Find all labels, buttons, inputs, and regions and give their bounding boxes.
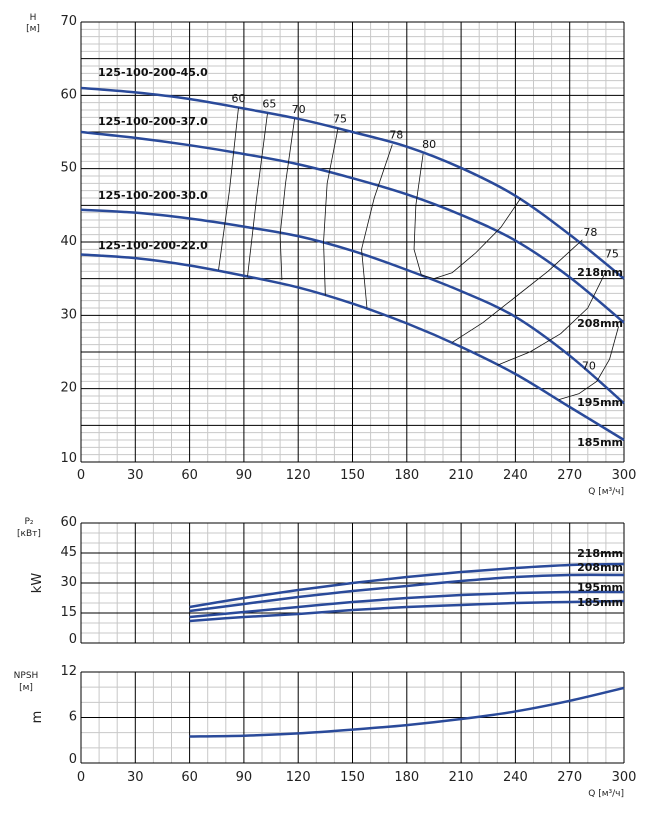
efficiency-label: 78 xyxy=(583,226,597,239)
chart-panel-p2-q: 0 15 30 45 60 xyxy=(60,515,625,647)
efficiency-isoline-70 xyxy=(279,118,295,281)
efficiency-isoline-60 xyxy=(218,107,239,270)
y-tick-label: 30 xyxy=(60,307,77,322)
impeller-diameter-label: 195mm xyxy=(577,396,623,409)
efficiency-isoline-75 xyxy=(497,271,607,366)
chart-panel-h-q: 10 20 30 40 50 60 70 xyxy=(60,14,625,466)
efficiency-label: 75 xyxy=(333,112,347,125)
x-tick-label: 60 xyxy=(181,468,198,483)
efficiency-label: 60 xyxy=(231,92,245,105)
efficiency-label: 80 xyxy=(422,138,436,151)
efficiency-label: 65 xyxy=(262,98,276,111)
y-axis-name-kw: kW xyxy=(30,573,45,594)
power-curve-label: 218mm xyxy=(577,547,623,560)
series-line-195mm xyxy=(189,590,625,619)
y-tick-label: 12 xyxy=(60,664,77,679)
x-tick-label: 120 xyxy=(286,770,311,785)
y-tick-label: 6 xyxy=(69,710,77,725)
x-tick-label: 300 xyxy=(612,468,637,483)
y-tick-label: 15 xyxy=(60,605,77,620)
y-tick-label: 70 xyxy=(60,14,77,29)
x-tick-label: 210 xyxy=(449,468,474,483)
y-tick-label: 30 xyxy=(60,575,77,590)
y-tick-label: 20 xyxy=(60,381,77,396)
efficiency-label: 70 xyxy=(292,103,306,116)
efficiency-label: 78 xyxy=(389,128,403,141)
y-axis-label-npsh: NPSH xyxy=(14,671,39,681)
x-axis-label: Q [м³/ч] xyxy=(588,789,624,799)
series-line-125-100-200-22-0 xyxy=(80,253,625,442)
power-curve-label: 208mm xyxy=(577,561,623,574)
x-tick-label: 0 xyxy=(77,770,85,785)
power-curve-label: 195mm xyxy=(577,581,623,594)
x-tick-label: 90 xyxy=(236,770,253,785)
y-axis-unit: [кВт] xyxy=(17,529,41,539)
x-axis-label: Q [м³/ч] xyxy=(588,487,624,497)
model-label: 125-100-200-37.0 xyxy=(98,115,208,128)
efficiency-isoline-78 xyxy=(361,144,393,309)
x-tick-label: 30 xyxy=(127,468,144,483)
x-tick-label: 150 xyxy=(340,468,365,483)
y-tick-label: 10 xyxy=(60,451,77,466)
x-tick-label: 60 xyxy=(181,770,198,785)
model-label: 125-100-200-45.0 xyxy=(98,66,208,79)
series-line-185mm xyxy=(189,599,625,623)
x-tick-label: 240 xyxy=(503,770,528,785)
x-tick-label: 270 xyxy=(557,770,582,785)
efficiency-isoline-75 xyxy=(323,128,339,296)
impeller-diameter-label: 208mm xyxy=(577,317,623,330)
impeller-diameter-label: 185mm xyxy=(577,436,623,449)
x-tick-label: 240 xyxy=(503,468,528,483)
y-axis-label-p2: P₂ xyxy=(24,517,33,527)
y-tick-label: 45 xyxy=(60,545,77,560)
efficiency-label: 70 xyxy=(582,359,596,372)
x-tick-label: 30 xyxy=(127,770,144,785)
y-axis-label-h: H xyxy=(30,13,37,23)
chart-panel-npsh-q: 0 6 12 xyxy=(60,664,625,767)
series-line-208mm xyxy=(189,573,625,613)
y-axis-unit: [м] xyxy=(26,24,40,34)
power-curve-label: 185mm xyxy=(577,596,623,609)
efficiency-label: 75 xyxy=(605,247,619,260)
x-tick-label: 210 xyxy=(449,770,474,785)
y-axis-name-m: m xyxy=(30,711,45,724)
y-axis-unit: [м] xyxy=(19,683,33,693)
efficiency-isoline-78 xyxy=(451,239,583,343)
x-tick-label: 270 xyxy=(557,468,582,483)
series-line-125-100-200-30-0 xyxy=(80,208,625,405)
y-tick-label: 0 xyxy=(69,632,77,647)
x-tick-label: 300 xyxy=(612,770,637,785)
y-tick-label: 0 xyxy=(69,752,77,767)
x-tick-label: 0 xyxy=(77,468,85,483)
series-line-125-100-200-37-0 xyxy=(80,130,625,324)
x-tick-label: 180 xyxy=(394,770,419,785)
x-tick-label: 90 xyxy=(236,468,253,483)
series-line-125-100-200-45-0 xyxy=(80,86,625,280)
y-tick-label: 50 xyxy=(60,161,77,176)
y-tick-label: 40 xyxy=(60,234,77,249)
efficiency-isoline-70 xyxy=(558,326,619,401)
x-tick-label: 180 xyxy=(394,468,419,483)
y-tick-label: 60 xyxy=(60,515,77,530)
y-tick-label: 60 xyxy=(60,87,77,102)
model-label: 125-100-200-30.0 xyxy=(98,189,208,202)
series-line-npsh xyxy=(189,686,625,738)
model-label: 125-100-200-22.0 xyxy=(98,239,208,252)
impeller-diameter-label: 218mm xyxy=(577,266,623,279)
x-tick-label: 120 xyxy=(286,468,311,483)
efficiency-isoline-80 xyxy=(413,153,522,280)
x-tick-label: 150 xyxy=(340,770,365,785)
efficiency-isoline-65 xyxy=(247,113,268,277)
series-line-218mm xyxy=(189,562,625,609)
